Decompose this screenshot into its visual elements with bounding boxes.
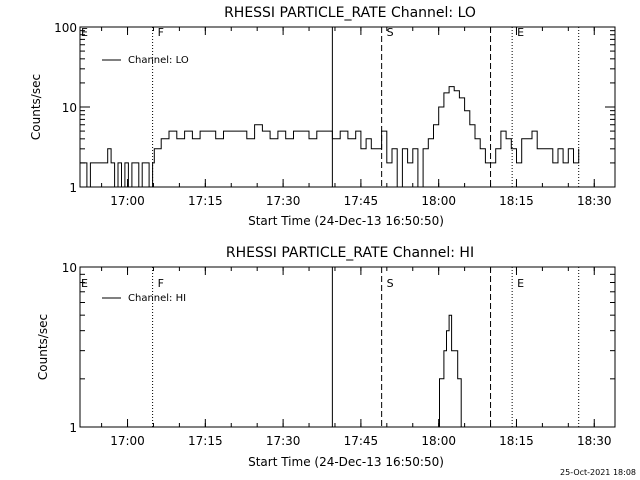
x-tick-label-hi: 18:30 xyxy=(577,434,612,448)
legend-label-hi: Channel: HI xyxy=(128,293,186,304)
event-label-hi-3: S xyxy=(387,277,394,290)
legend-label-lo: Channel: LO xyxy=(128,55,189,66)
plot-frame-lo xyxy=(79,26,616,188)
x-tick-label-lo: 17:00 xyxy=(110,194,145,208)
event-label-hi-5: E xyxy=(517,277,524,290)
event-label-lo-3: S xyxy=(387,26,394,39)
series-lo xyxy=(80,86,580,188)
x-tick-label-lo: 17:45 xyxy=(344,194,379,208)
x-tick-label-hi: 17:15 xyxy=(188,434,223,448)
event-label-hi-0: E xyxy=(81,277,88,290)
x-tick-label-hi: 18:00 xyxy=(421,434,456,448)
x-tick-label-hi: 17:00 xyxy=(110,434,145,448)
x-tick-label-hi: 18:15 xyxy=(499,434,534,448)
chart-title-lo: RHESSI PARTICLE_RATE Channel: LO xyxy=(224,5,476,21)
event-label-lo-5: E xyxy=(517,26,524,39)
panel-hi: RHESSI PARTICLE_RATE Channel: HI Counts/… xyxy=(36,245,616,469)
series-line-hi-0 xyxy=(435,314,462,428)
footer-timestamp: 25-Oct-2021 18:08 xyxy=(560,468,636,477)
series-line-lo-0 xyxy=(80,86,580,188)
y-axis-title-lo: Counts/sec xyxy=(29,74,43,140)
event-label-lo-0: E xyxy=(81,26,88,39)
x-axis-title-lo: Start Time (24-Dec-13 16:50:50) xyxy=(248,214,444,228)
x-tick-label-lo: 18:30 xyxy=(577,194,612,208)
x-tick-label-hi: 17:45 xyxy=(344,434,379,448)
y-tick-label-hi: 1 xyxy=(69,421,77,435)
ticks-lo: 17:00 17:15 17:30 17:45 18:00 18:15 18:30 1 10 10… xyxy=(54,21,615,208)
x-tick-label-lo: 18:00 xyxy=(421,194,456,208)
ticks-hi: 17:00 17:15 17:30 17:45 18:00 18:15 18:30 1 10 xyxy=(62,261,615,448)
chart-title-hi: RHESSI PARTICLE_RATE Channel: HI xyxy=(226,245,474,261)
y-tick-label-hi: 10 xyxy=(62,261,77,275)
series-hi xyxy=(435,314,462,428)
x-tick-label-lo: 17:15 xyxy=(188,194,223,208)
x-axis-title-hi: Start Time (24-Dec-13 16:50:50) xyxy=(248,455,444,469)
plot-frame-hi xyxy=(79,266,616,428)
panel-lo: RHESSI PARTICLE_RATE Channel: LO Counts/… xyxy=(29,5,616,228)
event-label-hi-1: F xyxy=(158,277,164,290)
y-axis-title-hi: Counts/sec xyxy=(36,314,50,380)
y-tick-label-lo: 10 xyxy=(62,101,77,115)
x-tick-label-hi: 17:30 xyxy=(266,434,301,448)
event-label-lo-1: F xyxy=(158,26,164,39)
x-tick-label-lo: 18:15 xyxy=(499,194,534,208)
y-tick-label-lo: 100 xyxy=(54,21,77,35)
x-tick-label-lo: 17:30 xyxy=(266,194,301,208)
y-tick-label-lo: 1 xyxy=(69,181,77,195)
